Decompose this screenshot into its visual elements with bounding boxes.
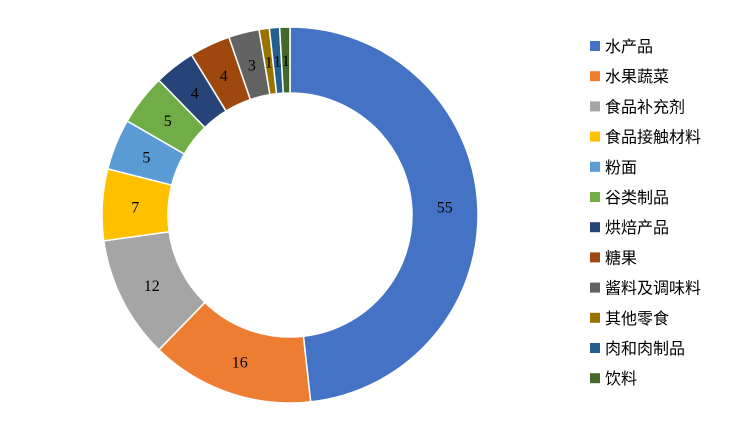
donut-slices <box>101 26 479 404</box>
data-label-12: 1 <box>282 53 290 70</box>
legend-label-4: 食品接触材料 <box>605 128 701 147</box>
legend-item-6: 谷类制品 <box>590 188 669 207</box>
legend-label-6: 谷类制品 <box>605 188 669 207</box>
legend-item-8: 糖果 <box>590 248 637 267</box>
legend-swatch-7 <box>590 222 600 233</box>
legend-label-3: 食品补充剂 <box>605 97 685 116</box>
legend-swatch-2 <box>590 71 600 82</box>
data-label-3: 12 <box>144 278 160 295</box>
legend-label-12: 饮料 <box>605 369 637 388</box>
legend-swatch-11 <box>590 343 600 353</box>
legend-label-5: 粉面 <box>605 158 637 177</box>
legend-label-2: 水果蔬菜 <box>605 67 669 86</box>
legend-swatch-8 <box>590 252 600 263</box>
legend-swatch-4 <box>590 131 600 142</box>
legend-item-7: 烘焙产品 <box>590 218 669 237</box>
legend-swatch-1 <box>590 41 600 51</box>
legend-swatch-9 <box>590 282 600 293</box>
legend-label-11: 肉和肉制品 <box>605 339 685 358</box>
data-label-9: 3 <box>248 58 256 75</box>
legend-swatch-12 <box>590 373 600 384</box>
legend-item-4: 食品接触材料 <box>590 128 701 147</box>
data-label-11: 1 <box>273 54 281 71</box>
legend-item-12: 饮料 <box>590 369 637 388</box>
legend-label-10: 其他零食 <box>605 309 669 328</box>
data-label-7: 4 <box>191 86 199 103</box>
legend-swatch-5 <box>590 161 600 172</box>
legend-swatch-6 <box>590 192 600 202</box>
data-label-5: 5 <box>142 150 150 167</box>
legend-label-7: 烘焙产品 <box>605 218 669 237</box>
data-label-2: 16 <box>232 355 248 372</box>
legend-label-9: 酱料及调味料 <box>605 279 701 298</box>
data-label-10: 1 <box>265 55 273 72</box>
data-label-4: 7 <box>131 200 139 217</box>
legend-swatch-10 <box>590 312 600 323</box>
donut-slice-1 <box>289 26 479 403</box>
legend-item-3: 食品补充剂 <box>590 97 685 116</box>
legend-item-11: 肉和肉制品 <box>590 339 685 358</box>
donut-slice-12 <box>278 26 291 94</box>
legend-item-2: 水果蔬菜 <box>590 67 669 86</box>
legend-item-1: 水产品 <box>590 37 653 56</box>
legend-item-5: 粉面 <box>590 158 637 177</box>
data-label-8: 4 <box>220 68 228 85</box>
legend-label-8: 糖果 <box>605 248 637 267</box>
legend-label-1: 水产品 <box>605 37 653 56</box>
legend-swatch-3 <box>590 101 600 112</box>
legend-item-10: 其他零食 <box>590 309 669 328</box>
data-label-1: 55 <box>437 200 453 217</box>
data-label-6: 5 <box>164 113 172 130</box>
chart-legend: 水产品水果蔬菜食品补充剂食品接触材料粉面谷类制品烘焙产品糖果酱料及调味料其他零食… <box>590 37 701 388</box>
legend-item-9: 酱料及调味料 <box>590 279 701 298</box>
